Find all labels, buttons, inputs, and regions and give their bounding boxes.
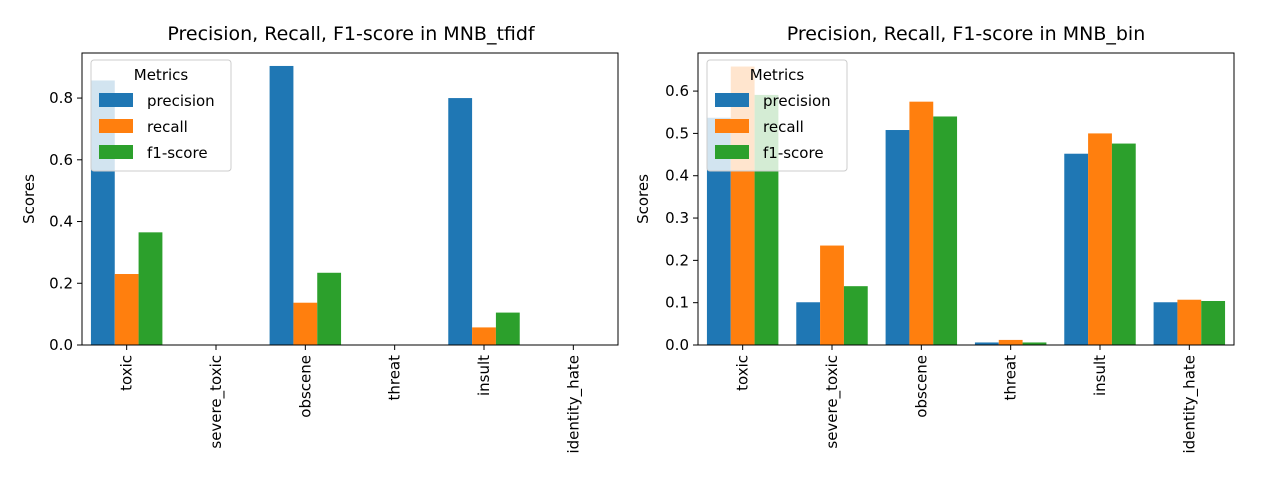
bar (820, 245, 844, 345)
legend-box (706, 59, 848, 172)
legend-box (90, 59, 232, 172)
bar (933, 116, 958, 345)
x-tick-label: threat (1002, 355, 1020, 401)
y-tick-label: 0.6 (665, 82, 689, 100)
y-tick-label: 0.5 (665, 124, 689, 142)
bar (114, 274, 139, 345)
legend-swatch (99, 145, 133, 159)
y-tick-label: 0.8 (49, 89, 73, 107)
plot-frame (81, 52, 619, 346)
x-ticks: toxic severe_toxic obscene threat insult iden… (118, 345, 583, 454)
bar (1177, 299, 1202, 345)
legend-entry: precision (763, 92, 831, 110)
bar (293, 302, 318, 345)
legend-swatch (715, 119, 749, 133)
bar (495, 312, 520, 345)
y-ticks: 0.0 0.1 0.2 0.3 0.4 0.5 0.6 (665, 82, 698, 354)
x-tick-label: threat (386, 355, 404, 401)
x-tick-label: severe_toxic (207, 355, 226, 449)
chart-title: Precision, Recall, F1-score in MNB_bin (787, 23, 1145, 45)
y-tick-label: 0.4 (665, 167, 689, 185)
y-tick-label: 0.6 (49, 151, 73, 169)
y-axis-label: Scores (634, 174, 652, 224)
x-tick-label: obscene (296, 355, 314, 418)
bar (974, 342, 999, 345)
legend-swatch (715, 93, 749, 107)
bar (1064, 153, 1089, 345)
bar (1111, 143, 1136, 345)
bar (472, 327, 496, 345)
legend-title: Metrics (750, 66, 805, 84)
bar (796, 302, 821, 345)
bars-group (90, 65, 520, 346)
x-tick-label: identity_hate (564, 355, 583, 454)
x-tick-label: identity_hate (1180, 355, 1199, 454)
legend-title: Metrics (134, 66, 189, 84)
x-ticks: toxic severe_toxic obscene threat insult iden… (734, 345, 1199, 454)
y-tick-label: 0.3 (665, 209, 689, 227)
legend-entry: precision (147, 92, 215, 110)
bar (909, 101, 934, 345)
x-tick-label: toxic (734, 355, 752, 391)
bar (448, 98, 473, 345)
y-tick-label: 0.2 (49, 274, 73, 292)
legend-swatch (99, 119, 133, 133)
y-tick-label: 0.2 (665, 251, 689, 269)
y-tick-label: 0.0 (665, 336, 689, 354)
y-tick-label: 0.4 (49, 213, 73, 231)
y-tick-label: 0.1 (665, 294, 689, 312)
bar (138, 232, 163, 345)
chart-panel-bin: Precision, Recall, F1-score in MNB_bin S… (634, 23, 1235, 454)
chart-title: Precision, Recall, F1-score in MNB_tfidf (167, 23, 536, 45)
y-tick-label: 0.0 (49, 336, 73, 354)
bar (1153, 302, 1178, 345)
bar (706, 117, 731, 345)
bar (885, 130, 910, 345)
x-tick-label: insult (1091, 355, 1109, 396)
y-ticks: 0.0 0.2 0.4 0.6 0.8 (49, 89, 82, 354)
legend-entry: f1-score (763, 144, 824, 162)
legend-swatch (99, 93, 133, 107)
x-tick-label: toxic (118, 355, 136, 391)
bar (317, 272, 342, 345)
legend-entry: f1-score (147, 144, 208, 162)
legend-swatch (715, 145, 749, 159)
bar (1022, 342, 1047, 345)
bar (843, 286, 868, 345)
legend-entry: recall (147, 118, 188, 136)
bars-group (706, 66, 1226, 346)
plot-frame (697, 52, 1235, 346)
legend: Metrics precision recall f1-score (90, 59, 232, 172)
bar (1201, 300, 1226, 345)
x-tick-label: obscene (912, 355, 930, 418)
chart-panel-tfidf: Precision, Recall, F1-score in MNB_tfidf… (20, 23, 619, 454)
y-axis-label: Scores (20, 174, 38, 224)
x-tick-label: insult (475, 355, 493, 396)
bar (1088, 133, 1112, 345)
x-tick-label: severe_toxic (823, 355, 842, 449)
bar (269, 65, 294, 346)
legend-entry: recall (763, 118, 804, 136)
legend: Metrics precision recall f1-score (706, 59, 848, 172)
bar (998, 339, 1023, 345)
